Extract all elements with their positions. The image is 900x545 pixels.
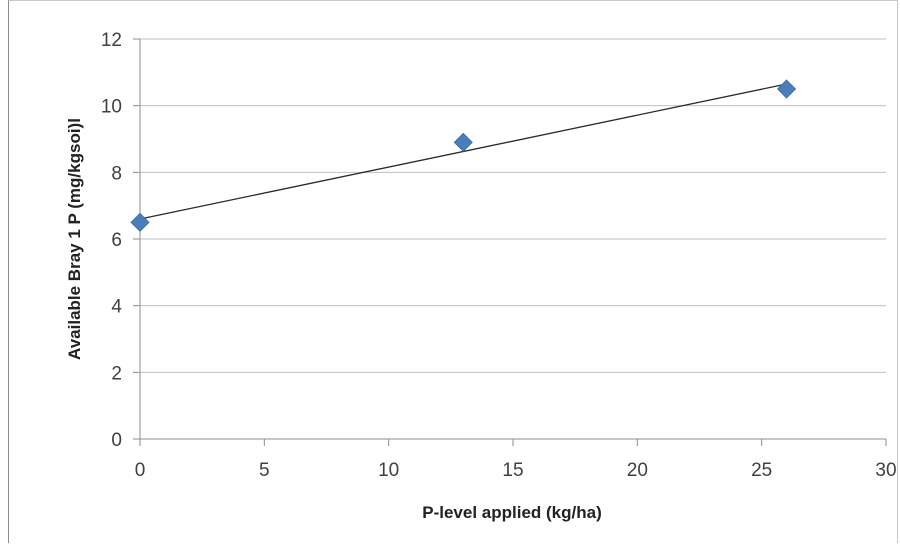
y-tick-label-4: 4 — [111, 297, 122, 318]
chart-frame — [8, 0, 898, 543]
data-point-2 — [776, 79, 797, 99]
x-tick-label-5: 5 — [259, 460, 270, 481]
x-axis-title: P-level applied (kg/ha) — [422, 503, 602, 522]
x-tick-label-0: 0 — [135, 460, 146, 481]
y-tick-label-12: 12 — [101, 30, 122, 51]
x-tick-label-10: 10 — [378, 460, 399, 481]
y-tick-labels: 0 2 4 6 8 10 12 — [101, 30, 123, 451]
x-tick-label-20: 20 — [627, 460, 648, 481]
x-tick-label-15: 15 — [502, 460, 523, 481]
data-point-0 — [130, 212, 150, 232]
y-tick-label-2: 2 — [111, 363, 122, 384]
x-tick-labels: 0 5 10 15 20 25 30 — [135, 460, 897, 481]
x-tick-label-30: 30 — [875, 460, 896, 481]
data-point-1 — [453, 132, 473, 152]
y-tick-label-0: 0 — [111, 430, 122, 451]
data-points — [130, 79, 797, 232]
x-tick-label-25: 25 — [751, 460, 772, 481]
y-axis-title: Available Bray 1 P (mg/kgsoi)l — [65, 118, 84, 360]
gridlines — [140, 38, 886, 373]
y-tick-label-6: 6 — [111, 230, 122, 251]
y-tick-label-10: 10 — [101, 97, 122, 118]
y-tick-label-8: 8 — [111, 163, 122, 184]
axes — [133, 38, 887, 446]
